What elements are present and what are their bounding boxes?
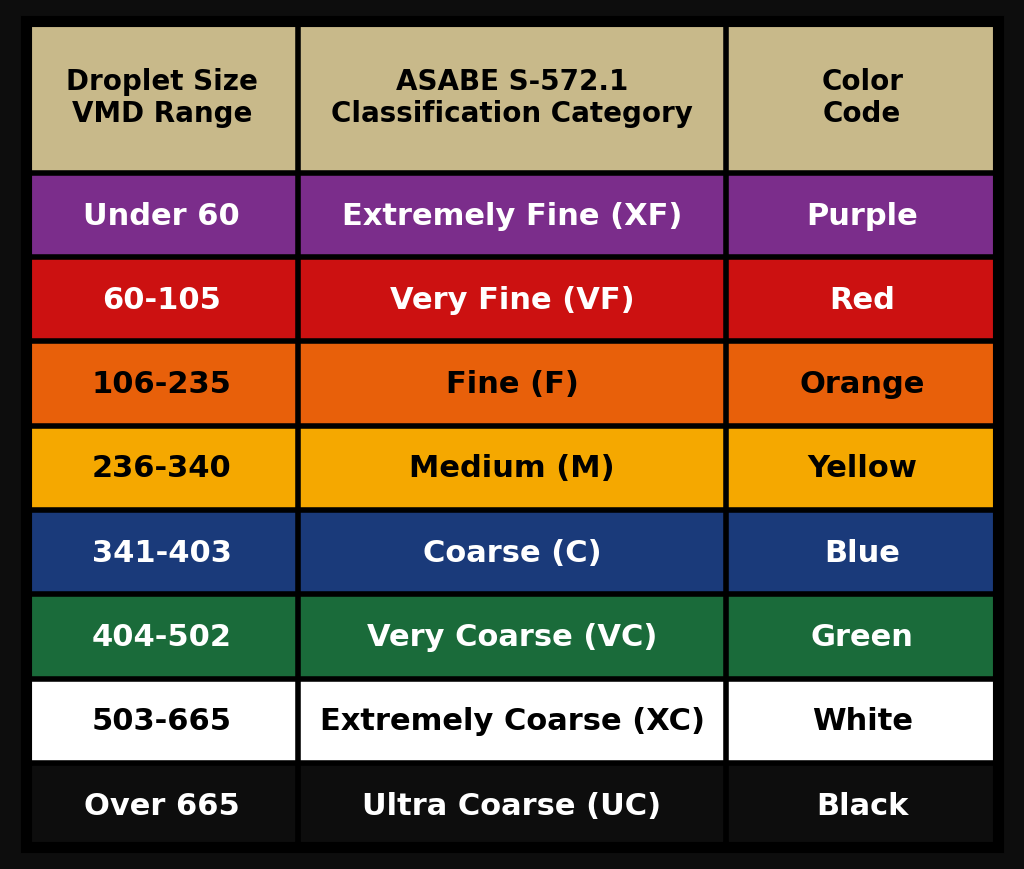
Bar bbox=[726, 258, 998, 342]
Text: Extremely Fine (XF): Extremely Fine (XF) bbox=[342, 202, 682, 230]
Bar bbox=[298, 342, 726, 427]
Text: Over 665: Over 665 bbox=[84, 791, 240, 819]
Text: 503-665: 503-665 bbox=[92, 706, 231, 735]
Text: ASABE S-572.1
Classification Category: ASABE S-572.1 Classification Category bbox=[331, 68, 693, 128]
Bar bbox=[726, 22, 998, 174]
Text: Medium (M): Medium (M) bbox=[410, 454, 614, 483]
Text: Very Coarse (VC): Very Coarse (VC) bbox=[367, 622, 657, 651]
Text: Ultra Coarse (UC): Ultra Coarse (UC) bbox=[362, 791, 662, 819]
Bar bbox=[26, 22, 298, 174]
Text: Under 60: Under 60 bbox=[83, 202, 241, 230]
Text: Color
Code: Color Code bbox=[821, 68, 903, 128]
Bar bbox=[298, 427, 726, 510]
Bar bbox=[26, 510, 298, 594]
Bar bbox=[726, 763, 998, 847]
Text: Fine (F): Fine (F) bbox=[445, 369, 579, 399]
Text: 60-105: 60-105 bbox=[102, 286, 221, 315]
Bar bbox=[726, 427, 998, 510]
Text: Orange: Orange bbox=[800, 369, 925, 399]
Bar bbox=[298, 22, 726, 174]
Bar bbox=[298, 763, 726, 847]
Bar bbox=[726, 594, 998, 679]
Text: 404-502: 404-502 bbox=[92, 622, 231, 651]
Text: Extremely Coarse (XC): Extremely Coarse (XC) bbox=[319, 706, 705, 735]
Text: Droplet Size
VMD Range: Droplet Size VMD Range bbox=[66, 68, 258, 128]
Text: Blue: Blue bbox=[824, 538, 900, 567]
Bar bbox=[726, 679, 998, 763]
Text: Yellow: Yellow bbox=[807, 454, 918, 483]
Bar bbox=[298, 258, 726, 342]
Bar bbox=[26, 594, 298, 679]
Bar bbox=[726, 174, 998, 258]
Bar bbox=[726, 342, 998, 427]
Bar bbox=[26, 258, 298, 342]
Bar bbox=[26, 342, 298, 427]
Text: 106-235: 106-235 bbox=[92, 369, 231, 399]
Bar bbox=[298, 594, 726, 679]
Text: Black: Black bbox=[816, 791, 908, 819]
Bar bbox=[26, 427, 298, 510]
Text: Red: Red bbox=[829, 286, 895, 315]
Bar bbox=[26, 763, 298, 847]
Bar bbox=[298, 679, 726, 763]
Bar bbox=[26, 174, 298, 258]
Text: Green: Green bbox=[811, 622, 913, 651]
Bar bbox=[298, 510, 726, 594]
Text: White: White bbox=[812, 706, 912, 735]
Text: Purple: Purple bbox=[806, 202, 919, 230]
Bar bbox=[298, 174, 726, 258]
Text: Very Fine (VF): Very Fine (VF) bbox=[390, 286, 634, 315]
Text: 341-403: 341-403 bbox=[92, 538, 231, 567]
Bar bbox=[726, 510, 998, 594]
Text: 236-340: 236-340 bbox=[92, 454, 231, 483]
Text: Coarse (C): Coarse (C) bbox=[423, 538, 601, 567]
Bar bbox=[26, 679, 298, 763]
